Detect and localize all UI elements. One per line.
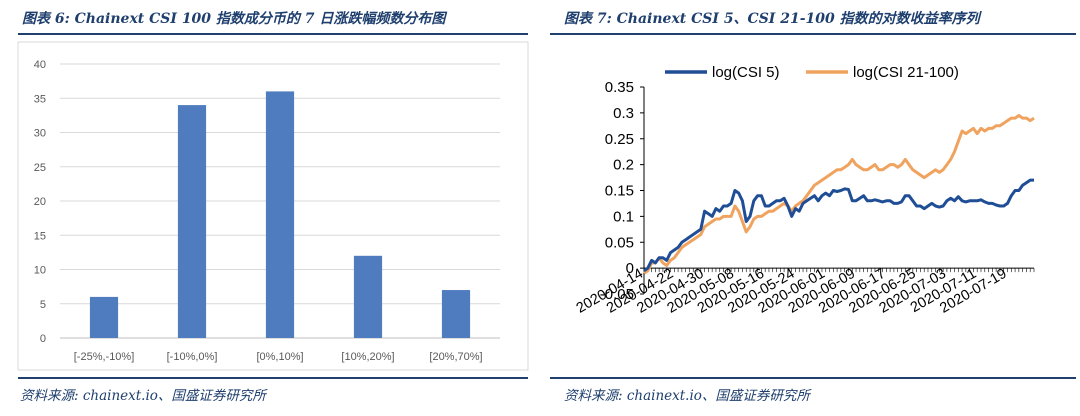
- x-tick-label: [-25%,-10%]: [74, 351, 135, 363]
- series-line: [643, 178, 1034, 272]
- y-tick-label: 0.35: [605, 79, 634, 96]
- right-source-note: 资料来源: chainext.io、国盛证券研究所: [564, 388, 810, 404]
- y-tick-label: 0.3: [613, 105, 634, 122]
- bar: [177, 105, 207, 338]
- left-figure-panel: 图表 6: Chainext CSI 100 指数成分币的 7 日涨跌幅频数分布…: [0, 0, 533, 416]
- y-tick-label: 15: [34, 230, 46, 242]
- y-tick-label: 0.05: [605, 234, 634, 251]
- left-source-note: 资料来源: chainext.io、国盛证券研究所: [20, 388, 266, 404]
- x-tick-label: [0%,10%]: [256, 351, 303, 363]
- series-line: [643, 114, 1035, 275]
- x-tick-label: [20%,70%]: [429, 351, 482, 363]
- bar: [441, 290, 471, 338]
- bar: [353, 255, 383, 338]
- legend-label: log(CSI 21-100): [853, 64, 959, 81]
- y-tick-label: 35: [34, 93, 46, 105]
- left-figure-title: 图表 6: Chainext CSI 100 指数成分币的 7 日涨跌幅频数分布…: [22, 11, 446, 27]
- y-tick-label: 0: [40, 333, 46, 345]
- y-tick-label: 10: [34, 265, 46, 277]
- right-figure-panel: 图表 7: Chainext CSI 5、CSI 21-100 指数的对数收益率…: [548, 0, 1080, 416]
- line-chart: -0.0500.050.10.150.20.250.30.352020-04-1…: [574, 64, 1035, 317]
- x-tick-label: [10%,20%]: [341, 351, 394, 363]
- y-tick-label: -0.05: [600, 286, 634, 303]
- x-tick-label: [-10%,0%]: [167, 351, 218, 363]
- y-tick-label: 0.1: [613, 208, 634, 225]
- y-tick-label: 20: [34, 196, 46, 208]
- right-source-rule: [550, 377, 1076, 379]
- y-tick-label: 40: [34, 59, 46, 71]
- legend-label: log(CSI 5): [712, 64, 780, 81]
- y-tick-label: 30: [34, 128, 46, 140]
- y-tick-label: 5: [40, 299, 46, 311]
- y-tick-label: 0.2: [613, 157, 634, 174]
- bar-chart: 0 5 10 15 20 25 30 35 40 [-25%,-10%] [-10%,0%] [0%,…: [17, 41, 529, 371]
- bar: [265, 91, 295, 339]
- right-figure-title: 图表 7: Chainext CSI 5、CSI 21-100 指数的对数收益率…: [564, 11, 980, 27]
- bar: [89, 296, 119, 338]
- y-tick-label: 25: [34, 162, 46, 174]
- y-tick-label: 0: [626, 260, 634, 277]
- y-tick-label: 0.15: [605, 183, 634, 200]
- right-title-rule: [550, 33, 1076, 35]
- y-tick-label: 0.25: [605, 131, 634, 148]
- left-source-rule: [18, 377, 528, 379]
- left-title-rule: [18, 33, 528, 35]
